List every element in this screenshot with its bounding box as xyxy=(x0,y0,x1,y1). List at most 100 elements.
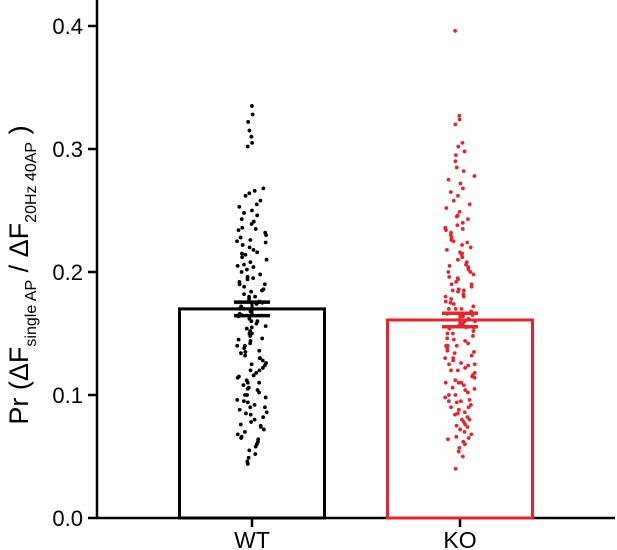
data-point-wt xyxy=(237,282,242,287)
data-point-ko xyxy=(454,400,459,405)
data-point-wt xyxy=(248,260,253,265)
data-point-ko xyxy=(467,417,472,422)
data-point-wt xyxy=(252,188,257,193)
data-point-ko xyxy=(447,275,452,279)
bar-ko xyxy=(386,318,534,520)
data-point-ko xyxy=(449,368,453,373)
data-point-wt xyxy=(251,276,256,281)
data-point-ko xyxy=(460,227,465,231)
data-point-wt xyxy=(239,270,244,274)
data-point-ko xyxy=(457,445,462,450)
data-point-ko xyxy=(458,181,463,186)
data-point-ko xyxy=(453,466,458,471)
data-point-wt xyxy=(248,405,253,410)
data-point-wt xyxy=(257,380,262,385)
data-point-wt xyxy=(249,319,254,324)
data-point-wt xyxy=(260,336,265,341)
data-point-wt xyxy=(253,294,257,299)
data-point-wt xyxy=(257,390,262,395)
data-point-ko xyxy=(453,122,458,127)
data-point-ko xyxy=(444,206,449,210)
data-point-ko xyxy=(466,363,471,368)
data-point-wt xyxy=(235,263,240,268)
data-point-wt xyxy=(239,351,243,356)
data-point-wt xyxy=(242,211,246,215)
data-point-wt xyxy=(245,277,250,282)
data-point-wt xyxy=(245,267,249,272)
data-point-wt xyxy=(247,245,252,250)
data-point-wt xyxy=(261,427,266,432)
data-point-ko xyxy=(447,263,452,268)
data-point-wt xyxy=(241,383,246,388)
data-point-wt xyxy=(263,395,268,400)
data-point-wt xyxy=(246,120,251,124)
data-point-wt xyxy=(250,208,254,213)
data-point-wt xyxy=(253,227,258,231)
data-point-ko xyxy=(456,193,460,198)
data-point-ko xyxy=(472,350,476,354)
data-point-wt xyxy=(254,321,259,326)
data-point-wt xyxy=(243,350,248,354)
data-point-wt xyxy=(240,255,245,260)
data-point-ko xyxy=(451,239,456,244)
data-point-ko xyxy=(471,304,476,309)
data-point-ko xyxy=(469,353,474,358)
data-point-wt xyxy=(245,380,250,385)
data-point-wt xyxy=(235,343,240,348)
data-point-wt xyxy=(261,415,266,420)
data-point-ko xyxy=(462,149,467,154)
x-tick-label: KO xyxy=(443,527,476,550)
data-point-ko xyxy=(446,437,450,442)
data-point-wt xyxy=(236,228,241,233)
data-point-ko xyxy=(463,422,468,427)
data-point-wt xyxy=(249,362,254,367)
data-point-ko xyxy=(469,432,474,437)
data-point-wt xyxy=(251,219,256,224)
data-point-ko xyxy=(456,407,461,412)
y-tick-label: 0.3 xyxy=(52,137,83,162)
data-point-wt xyxy=(263,324,268,329)
data-point-ko xyxy=(443,380,448,385)
data-point-ko xyxy=(463,366,467,370)
data-point-wt xyxy=(263,405,267,410)
data-point-ko xyxy=(456,289,460,294)
data-point-ko xyxy=(444,228,448,233)
data-point-wt xyxy=(249,134,254,139)
data-point-ko xyxy=(454,165,459,170)
data-point-ko xyxy=(454,343,459,348)
y-tick-label: 0.0 xyxy=(52,506,83,531)
data-point-ko xyxy=(453,153,458,158)
data-point-wt xyxy=(243,411,248,416)
data-point-ko xyxy=(449,405,453,410)
data-point-ko xyxy=(446,177,451,182)
data-point-ko xyxy=(452,351,457,356)
data-point-ko xyxy=(445,331,450,336)
data-point-ko xyxy=(471,272,476,277)
data-point-ko xyxy=(461,294,466,299)
data-point-wt xyxy=(255,250,260,255)
data-point-ko xyxy=(456,257,460,262)
data-point-wt xyxy=(240,243,245,247)
data-point-wt xyxy=(243,430,247,434)
plot-area: 0.0 0.1 0.2 0.3 0.4 WT KO xyxy=(52,0,615,550)
data-point-ko xyxy=(445,348,450,353)
data-point-ko xyxy=(449,282,454,287)
data-point-wt xyxy=(257,356,262,360)
data-point-ko xyxy=(454,214,459,219)
data-point-ko xyxy=(443,294,448,299)
data-point-ko xyxy=(455,368,460,373)
data-point-wt xyxy=(251,373,256,378)
y-axis-label-prefix: Pr (ΔF xyxy=(4,347,34,425)
data-point-wt xyxy=(247,128,252,133)
data-point-ko xyxy=(460,243,464,247)
data-point-wt xyxy=(249,325,254,330)
data-point-wt xyxy=(243,353,248,358)
data-point-wt xyxy=(235,432,240,437)
data-point-ko xyxy=(453,159,458,164)
data-point-ko xyxy=(455,223,460,228)
data-point-wt xyxy=(243,252,248,257)
data-point-wt xyxy=(237,204,242,209)
data-point-ko xyxy=(472,362,477,367)
data-point-ko xyxy=(468,270,473,274)
data-point-ko xyxy=(446,399,451,404)
